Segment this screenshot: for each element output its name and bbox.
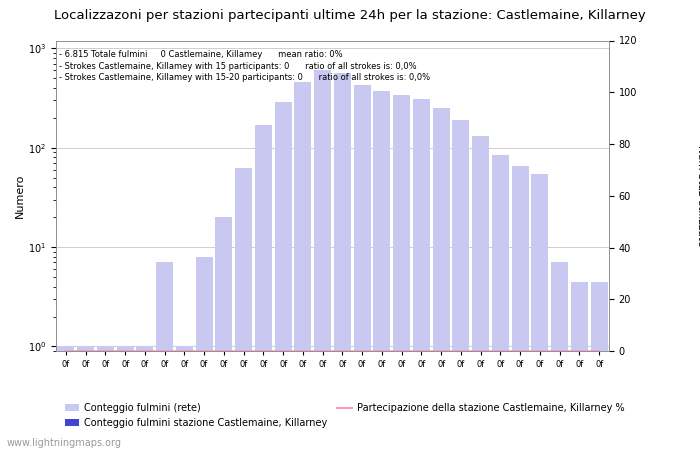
Partecipazione della stazione Castlemaine, Killarney % xyxy=(338,348,346,354)
Partecipazione della stazione Castlemaine, Killarney % xyxy=(102,348,110,354)
Bar xyxy=(551,262,568,450)
Text: - 6.815 Totale fulmini     0 Castlemaine, Killamey      mean ratio: 0%
- Strokes: - 6.815 Totale fulmini 0 Castlemaine, Ki… xyxy=(59,50,430,82)
Bar xyxy=(97,346,114,450)
Partecipazione della stazione Castlemaine, Killarney % xyxy=(536,348,544,354)
Bar xyxy=(196,256,213,450)
Partecipazione della stazione Castlemaine, Killarney % xyxy=(496,348,505,354)
Bar xyxy=(413,99,430,450)
Bar xyxy=(512,166,528,450)
Partecipazione della stazione Castlemaine, Killarney % xyxy=(595,348,603,354)
Partecipazione della stazione Castlemaine, Killarney % xyxy=(279,348,287,354)
Bar xyxy=(117,346,134,450)
Bar xyxy=(77,346,94,450)
Text: www.lightningmaps.org: www.lightningmaps.org xyxy=(7,438,122,448)
Y-axis label: Numero: Numero xyxy=(15,174,25,218)
Partecipazione della stazione Castlemaine, Killarney % xyxy=(259,348,267,354)
Bar xyxy=(473,136,489,450)
Bar xyxy=(571,282,588,450)
Legend: Conteggio fulmini (rete), Conteggio fulmini stazione Castlemaine, Killarney, Par: Conteggio fulmini (rete), Conteggio fulm… xyxy=(61,399,628,432)
Partecipazione della stazione Castlemaine, Killarney % xyxy=(81,348,90,354)
Partecipazione della stazione Castlemaine, Killarney % xyxy=(220,348,228,354)
Bar xyxy=(216,217,232,450)
Bar xyxy=(255,125,272,450)
Partecipazione della stazione Castlemaine, Killarney % xyxy=(121,348,130,354)
Bar xyxy=(57,346,74,450)
Partecipazione della stazione Castlemaine, Killarney % xyxy=(555,348,564,354)
Bar xyxy=(492,155,509,450)
Bar xyxy=(393,95,410,450)
Partecipazione della stazione Castlemaine, Killarney % xyxy=(575,348,584,354)
Partecipazione della stazione Castlemaine, Killarney % xyxy=(160,348,169,354)
Y-axis label: Tasso [%]
Num Staz utilizzate: Tasso [%] Num Staz utilizzate xyxy=(696,145,700,247)
Partecipazione della stazione Castlemaine, Killarney % xyxy=(62,348,70,354)
Partecipazione della stazione Castlemaine, Killarney % xyxy=(180,348,188,354)
Text: Localizzazoni per stazioni partecipanti ultime 24h per la stazione: Castlemaine,: Localizzazoni per stazioni partecipanti … xyxy=(54,9,646,22)
Partecipazione della stazione Castlemaine, Killarney % xyxy=(398,348,406,354)
Bar xyxy=(295,82,312,450)
Bar xyxy=(452,120,469,450)
Bar xyxy=(334,73,351,450)
Partecipazione della stazione Castlemaine, Killarney % xyxy=(318,348,327,354)
Bar xyxy=(274,102,291,450)
Bar xyxy=(531,174,548,450)
Bar xyxy=(374,91,391,450)
Bar xyxy=(354,85,370,450)
Bar xyxy=(235,168,252,450)
Partecipazione della stazione Castlemaine, Killarney % xyxy=(200,348,209,354)
Bar xyxy=(176,346,192,450)
Bar xyxy=(591,282,608,450)
Partecipazione della stazione Castlemaine, Killarney % xyxy=(358,348,366,354)
Partecipazione della stazione Castlemaine, Killarney % xyxy=(378,348,386,354)
Partecipazione della stazione Castlemaine, Killarney % xyxy=(417,348,426,354)
Bar xyxy=(314,70,331,450)
Partecipazione della stazione Castlemaine, Killarney % xyxy=(437,348,445,354)
Partecipazione della stazione Castlemaine, Killarney % xyxy=(141,348,149,354)
Partecipazione della stazione Castlemaine, Killarney % xyxy=(239,348,248,354)
Bar xyxy=(433,108,449,450)
Partecipazione della stazione Castlemaine, Killarney % xyxy=(456,348,465,354)
Partecipazione della stazione Castlemaine, Killarney % xyxy=(299,348,307,354)
Partecipazione della stazione Castlemaine, Killarney % xyxy=(477,348,485,354)
Bar xyxy=(136,346,153,450)
Bar xyxy=(156,262,173,450)
Partecipazione della stazione Castlemaine, Killarney % xyxy=(516,348,524,354)
